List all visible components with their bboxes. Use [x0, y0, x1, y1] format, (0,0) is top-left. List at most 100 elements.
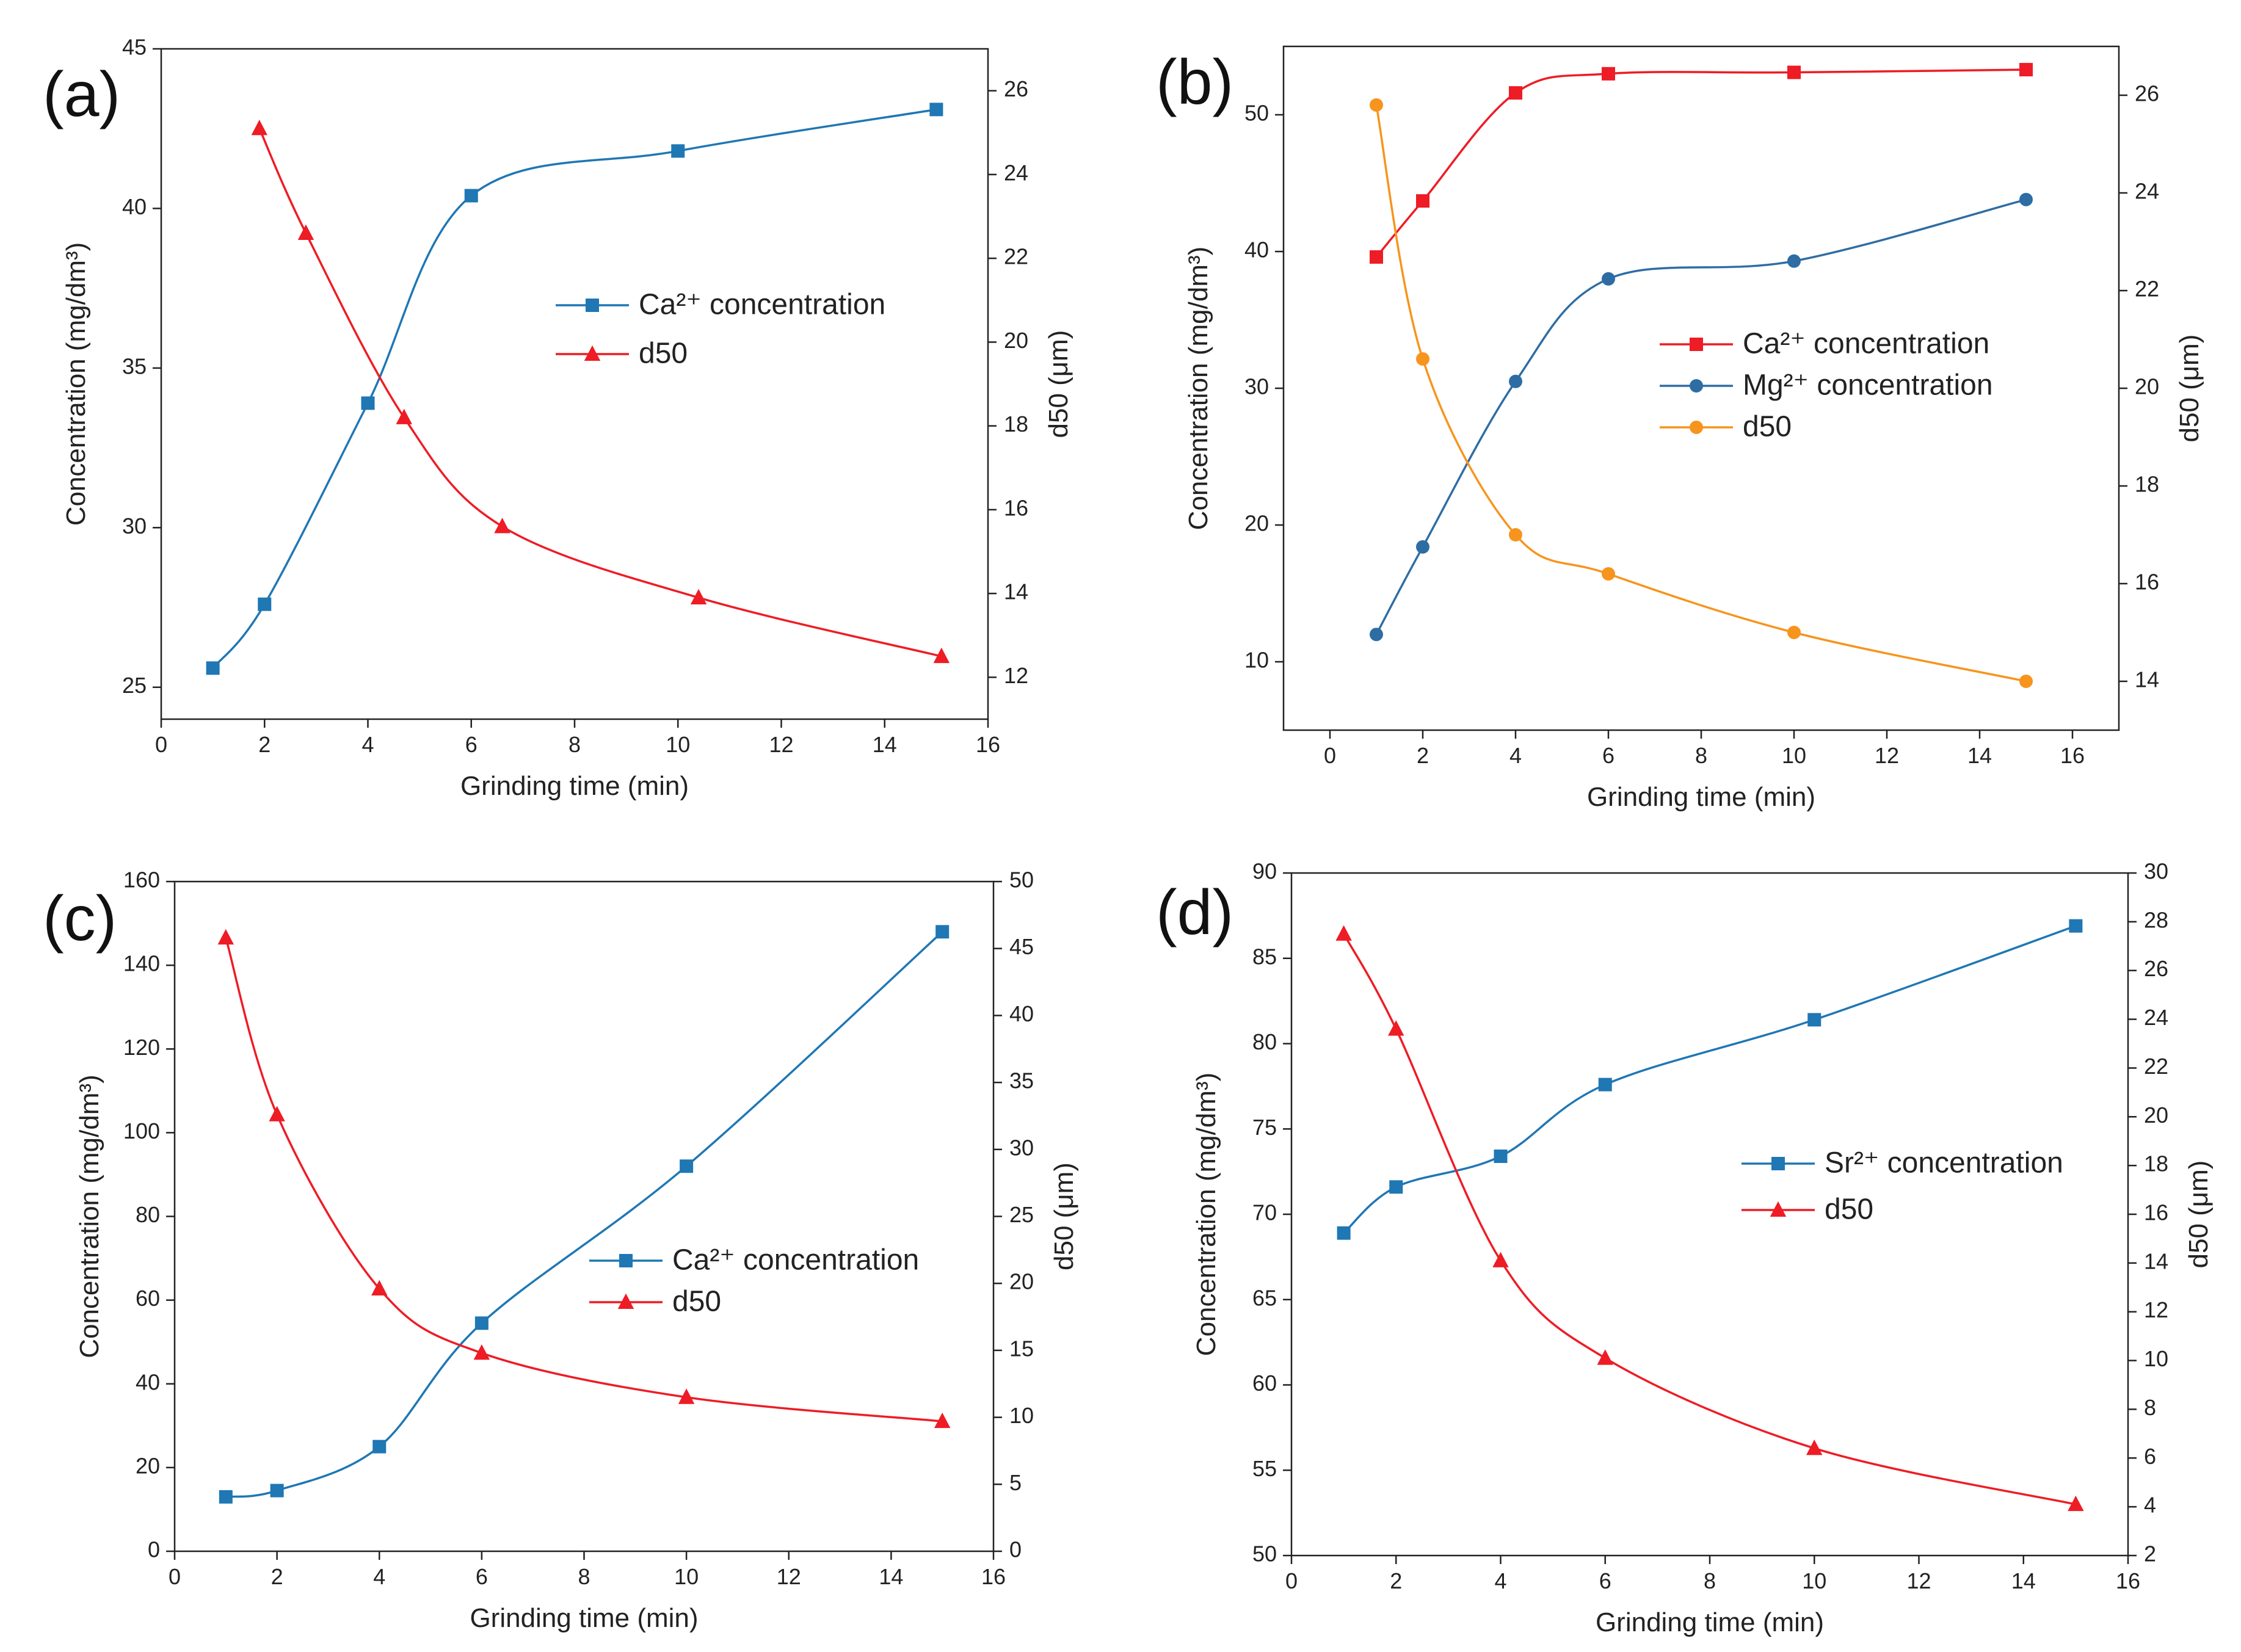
y-right-tick-label: 20 — [1009, 1269, 1034, 1294]
data-point — [1602, 567, 1615, 581]
data-point — [474, 1316, 489, 1330]
x-tick-label: 8 — [578, 1564, 590, 1589]
x-tick-label: 14 — [2011, 1568, 2036, 1593]
x-tick-label: 12 — [1875, 743, 1899, 768]
series-line — [258, 128, 942, 658]
series-Ca²⁺ concentration — [206, 103, 943, 675]
y-right-tick-label: 5 — [1009, 1470, 1022, 1495]
data-point — [1602, 67, 1615, 81]
y-tick-label: 100 — [123, 1118, 160, 1143]
x-axis-label: Grinding time (min) — [460, 771, 689, 801]
panel-label: (b) — [1156, 47, 1233, 118]
series-line — [1343, 933, 2076, 1505]
data-point — [206, 661, 220, 675]
legend-entry: d50 — [1660, 411, 1792, 443]
y-tick-label: 120 — [123, 1035, 160, 1060]
legend-marker — [619, 1254, 633, 1267]
legend-label: Ca²⁺ concentration — [639, 289, 885, 321]
series-d50 — [1335, 925, 2084, 1512]
y-right-tick-label: 18 — [2135, 472, 2159, 497]
plot-frame — [160, 48, 989, 720]
data-point — [2019, 63, 2033, 77]
y-right-tick-label: 10 — [1009, 1403, 1034, 1428]
y-right-tick-label: 50 — [1009, 868, 1034, 893]
y-tick-label: 80 — [1252, 1029, 1277, 1054]
data-point — [270, 1484, 284, 1498]
y-right-tick-label: 30 — [1009, 1135, 1034, 1160]
x-tick-label: 6 — [1599, 1568, 1611, 1593]
x-tick-label: 12 — [769, 732, 793, 757]
x-tick-label: 16 — [2116, 1568, 2140, 1593]
y-tick-label: 50 — [1252, 1542, 1277, 1567]
series-Ca²⁺ concentration — [219, 925, 950, 1504]
y-right-tick-label: 0 — [1009, 1537, 1022, 1562]
data-point — [464, 189, 478, 203]
y-tick-label: 20 — [136, 1453, 160, 1478]
data-point — [1597, 1349, 1613, 1365]
data-point — [1494, 1149, 1508, 1163]
y-right-tick-label: 30 — [2144, 859, 2168, 884]
x-tick-label: 8 — [568, 732, 581, 757]
legend-label: Mg²⁺ concentration — [1743, 369, 1993, 402]
legend-label: Sr²⁺ concentration — [1825, 1147, 2063, 1179]
legend-label: d50 — [639, 338, 688, 370]
data-point — [371, 1280, 388, 1295]
y-tick-label: 80 — [136, 1202, 160, 1227]
data-point — [671, 144, 685, 158]
y-tick-label: 25 — [122, 673, 147, 698]
panel-a: 0 2 4 6 8 10 12 14 1625303540451214161820222426G… — [43, 35, 1073, 801]
data-point — [1806, 1440, 1823, 1455]
data-point — [690, 589, 707, 604]
data-point — [1787, 65, 1801, 79]
panel-label: (c) — [43, 883, 117, 954]
data-point — [297, 224, 314, 240]
data-point — [1509, 528, 1522, 542]
data-point — [1807, 1013, 1821, 1027]
y-tick-label: 85 — [1252, 944, 1277, 969]
x-tick-label: 16 — [976, 732, 1000, 757]
data-point — [1598, 1078, 1612, 1092]
series-line — [212, 108, 937, 669]
data-point — [1337, 1226, 1351, 1240]
y-axis-label: Concentration (mg/dm³) — [1191, 1073, 1221, 1357]
series-Sr²⁺ concentration — [1337, 919, 2083, 1240]
y-right-tick-label: 45 — [1009, 934, 1034, 959]
y-right-tick-label: 20 — [2144, 1103, 2168, 1128]
data-point — [1370, 250, 1383, 264]
data-point — [680, 1159, 694, 1173]
x-tick-label: 2 — [1390, 1568, 1402, 1593]
y-tick-label: 50 — [1244, 101, 1269, 126]
y-tick-label: 60 — [136, 1286, 160, 1311]
x-tick-label: 4 — [1494, 1568, 1506, 1593]
y-tick-label: 0 — [148, 1537, 160, 1562]
series-Mg²⁺ concentration — [1370, 192, 2033, 642]
y-tick-label: 55 — [1252, 1456, 1277, 1481]
y-right-tick-label: 8 — [2144, 1395, 2156, 1420]
panel-label: (a) — [43, 59, 120, 130]
data-point — [1509, 374, 1522, 388]
data-point — [1509, 86, 1522, 100]
x-tick-label: 0 — [155, 732, 167, 757]
legend-marker — [1690, 338, 1703, 351]
y-right-tick-label: 24 — [2135, 179, 2159, 204]
legend-marker — [1771, 1157, 1785, 1170]
legend-marker — [1690, 421, 1703, 434]
series-line — [1343, 925, 2076, 1234]
data-point — [361, 396, 375, 410]
data-point — [1370, 98, 1383, 112]
series-line — [1375, 104, 2027, 683]
data-point — [217, 929, 234, 945]
y-right-tick-label: 16 — [2144, 1200, 2168, 1225]
y-right-tick-label: 4 — [2144, 1493, 2156, 1518]
x-tick-label: 6 — [476, 1564, 488, 1589]
data-point — [2019, 192, 2033, 206]
legend-label: d50 — [672, 1286, 721, 1318]
x-axis-label: Grinding time (min) — [1587, 782, 1815, 812]
data-point — [1787, 626, 1801, 639]
x-tick-label: 4 — [361, 732, 374, 757]
y-tick-label: 70 — [1252, 1200, 1277, 1225]
y-axis-label: Concentration (mg/dm³) — [74, 1074, 104, 1358]
x-tick-label: 2 — [258, 732, 271, 757]
x-tick-label: 0 — [1285, 1568, 1298, 1593]
